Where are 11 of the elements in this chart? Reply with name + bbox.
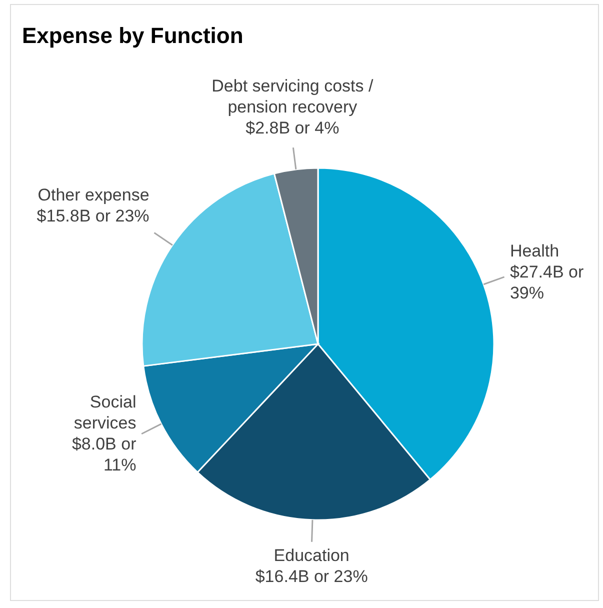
- slice-label: Other expense: [38, 185, 150, 204]
- slice-label: Education: [274, 546, 350, 565]
- slice-label: Social services: [74, 392, 136, 433]
- chart-title: Expense by Function: [22, 23, 244, 48]
- slice-label: Health: [510, 241, 560, 260]
- data-label: $2.8B or 4%: [246, 118, 340, 138]
- data-label: $16.4B or 23%: [255, 566, 368, 586]
- data-label: $15.8B or 23%: [36, 206, 150, 226]
- slice-label: Debt servicing costs / pension recovery: [212, 76, 374, 117]
- data-label: $27.4B or 39%: [510, 262, 584, 302]
- data-label: $8.0B or 11%: [72, 434, 137, 475]
